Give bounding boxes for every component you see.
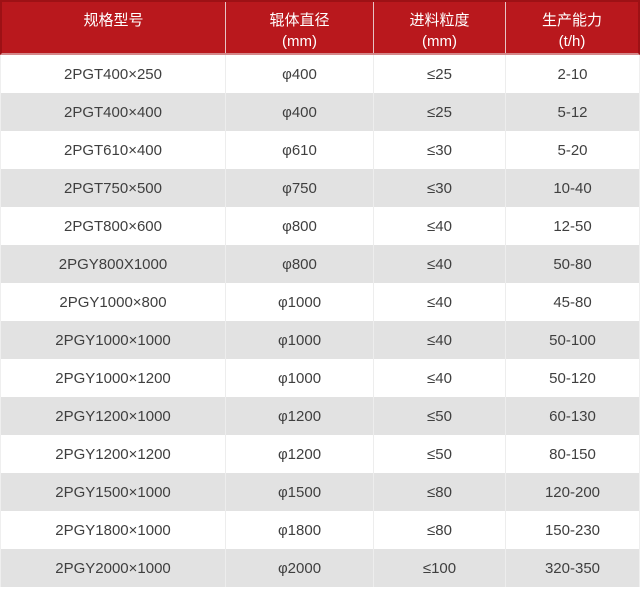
cell-model: 2PGY1000×1000 bbox=[55, 331, 171, 349]
cell-capacity: 150-230 bbox=[505, 511, 639, 549]
cell-capacity: 2-10 bbox=[505, 55, 639, 93]
table-row: 2PGT750×500 φ750 ≤30 10-40 bbox=[1, 169, 639, 207]
cell-roller-diameter: φ750 bbox=[225, 169, 373, 207]
cell-roller-diameter: φ800 bbox=[225, 245, 373, 283]
table-row: 2PGY1200×1000 φ1200 ≤50 60-130 bbox=[1, 397, 639, 435]
cell-capacity: 50-80 bbox=[505, 245, 639, 283]
cell-feed-size: ≤25 bbox=[373, 93, 505, 131]
table-row: 2PGY1500×1000 φ1500 ≤80 120-200 bbox=[1, 473, 639, 511]
table-body: 2PGT400×250 φ400 ≤25 2-10 2PGT400×400 φ400 ≤25… bbox=[0, 55, 640, 587]
cell-capacity: 50-100 bbox=[505, 321, 639, 359]
cell-capacity: 45-80 bbox=[505, 283, 639, 321]
cell-model: 2PGY800X1000 bbox=[58, 255, 168, 273]
cell-feed-size: ≤40 bbox=[373, 283, 505, 321]
cell-roller-diameter: φ610 bbox=[225, 131, 373, 169]
cell-model: 2PGY1000×800 bbox=[59, 293, 167, 311]
cell-roller-diameter: φ1000 bbox=[225, 321, 373, 359]
cell-model: 2PGT400×400 bbox=[64, 103, 162, 121]
cell-model: 2PGY1500×1000 bbox=[55, 483, 171, 501]
table-row: 2PGY1000×1200 φ1000 ≤40 50-120 bbox=[1, 359, 639, 397]
cell-capacity: 80-150 bbox=[505, 435, 639, 473]
cell-feed-size: ≤30 bbox=[373, 169, 505, 207]
col-header-feed-size-unit: (mm) bbox=[422, 33, 457, 50]
col-header-feed-size: 进料粒度 (mm) bbox=[373, 2, 505, 53]
table-row: 2PGT400×250 φ400 ≤25 2-10 bbox=[1, 55, 639, 93]
cell-model: 2PGY2000×1000 bbox=[55, 559, 171, 577]
cell-roller-diameter: φ1200 bbox=[225, 435, 373, 473]
cell-capacity: 12-50 bbox=[505, 207, 639, 245]
col-header-model: 规格型号 bbox=[2, 2, 225, 53]
table-row: 2PGT800×600 φ800 ≤40 12-50 bbox=[1, 207, 639, 245]
table-row: 2PGY1800×1000 φ1800 ≤80 150-230 bbox=[1, 511, 639, 549]
cell-capacity: 5-20 bbox=[505, 131, 639, 169]
cell-capacity: 50-120 bbox=[505, 359, 639, 397]
cell-model: 2PGY1200×1000 bbox=[55, 407, 171, 425]
table-row: 2PGT610×400 φ610 ≤30 5-20 bbox=[1, 131, 639, 169]
cell-model: 2PGT610×400 bbox=[64, 141, 162, 159]
table-row: 2PGY1000×1000 φ1000 ≤40 50-100 bbox=[1, 321, 639, 359]
cell-roller-diameter: φ1000 bbox=[225, 283, 373, 321]
cell-roller-diameter: φ1500 bbox=[225, 473, 373, 511]
cell-roller-diameter: φ400 bbox=[225, 93, 373, 131]
cell-roller-diameter: φ1800 bbox=[225, 511, 373, 549]
cell-roller-diameter: φ400 bbox=[225, 55, 373, 93]
col-header-roller-diameter: 辊体直径 (mm) bbox=[225, 2, 373, 53]
cell-roller-diameter: φ800 bbox=[225, 207, 373, 245]
table-row: 2PGY1000×800 φ1000 ≤40 45-80 bbox=[1, 283, 639, 321]
col-header-capacity-unit: (t/h) bbox=[558, 33, 586, 50]
col-header-model-title: 规格型号 bbox=[83, 12, 144, 29]
cell-model: 2PGY1000×1200 bbox=[55, 369, 171, 387]
cell-feed-size: ≤50 bbox=[373, 435, 505, 473]
cell-model: 2PGT750×500 bbox=[64, 179, 162, 197]
cell-capacity: 10-40 bbox=[505, 169, 639, 207]
cell-capacity: 120-200 bbox=[505, 473, 639, 511]
cell-feed-size: ≤80 bbox=[373, 473, 505, 511]
cell-feed-size: ≤30 bbox=[373, 131, 505, 169]
table-row: 2PGY1200×1200 φ1200 ≤50 80-150 bbox=[1, 435, 639, 473]
table-row: 2PGY800X1000 φ800 ≤40 50-80 bbox=[1, 245, 639, 283]
cell-model: 2PGT400×250 bbox=[64, 65, 162, 83]
cell-feed-size: ≤40 bbox=[373, 321, 505, 359]
table-row: 2PGT400×400 φ400 ≤25 5-12 bbox=[1, 93, 639, 131]
cell-model: 2PGT800×600 bbox=[64, 217, 162, 235]
cell-feed-size: ≤40 bbox=[373, 245, 505, 283]
cell-model: 2PGY1800×1000 bbox=[55, 521, 171, 539]
cell-feed-size: ≤100 bbox=[373, 549, 505, 587]
cell-feed-size: ≤50 bbox=[373, 397, 505, 435]
cell-feed-size: ≤40 bbox=[373, 207, 505, 245]
cell-roller-diameter: φ1000 bbox=[225, 359, 373, 397]
cell-capacity: 5-12 bbox=[505, 93, 639, 131]
table-header: 规格型号 辊体直径 (mm) 进料粒度 (mm) 生产能力 (t/h) bbox=[0, 0, 640, 55]
table-row: 2PGY2000×1000 φ2000 ≤100 320-350 bbox=[1, 549, 639, 587]
cell-feed-size: ≤40 bbox=[373, 359, 505, 397]
col-header-roller-diameter-unit: (mm) bbox=[282, 33, 317, 50]
col-header-feed-size-title: 进料粒度 bbox=[409, 12, 470, 29]
cell-capacity: 320-350 bbox=[505, 549, 639, 587]
cell-roller-diameter: φ1200 bbox=[225, 397, 373, 435]
col-header-capacity-title: 生产能力 bbox=[541, 12, 602, 29]
cell-roller-diameter: φ2000 bbox=[225, 549, 373, 587]
cell-feed-size: ≤80 bbox=[373, 511, 505, 549]
cell-feed-size: ≤25 bbox=[373, 55, 505, 93]
cell-capacity: 60-130 bbox=[505, 397, 639, 435]
col-header-capacity: 生产能力 (t/h) bbox=[505, 2, 638, 53]
col-header-roller-diameter-title: 辊体直径 bbox=[269, 12, 330, 29]
cell-model: 2PGY1200×1200 bbox=[55, 445, 171, 463]
